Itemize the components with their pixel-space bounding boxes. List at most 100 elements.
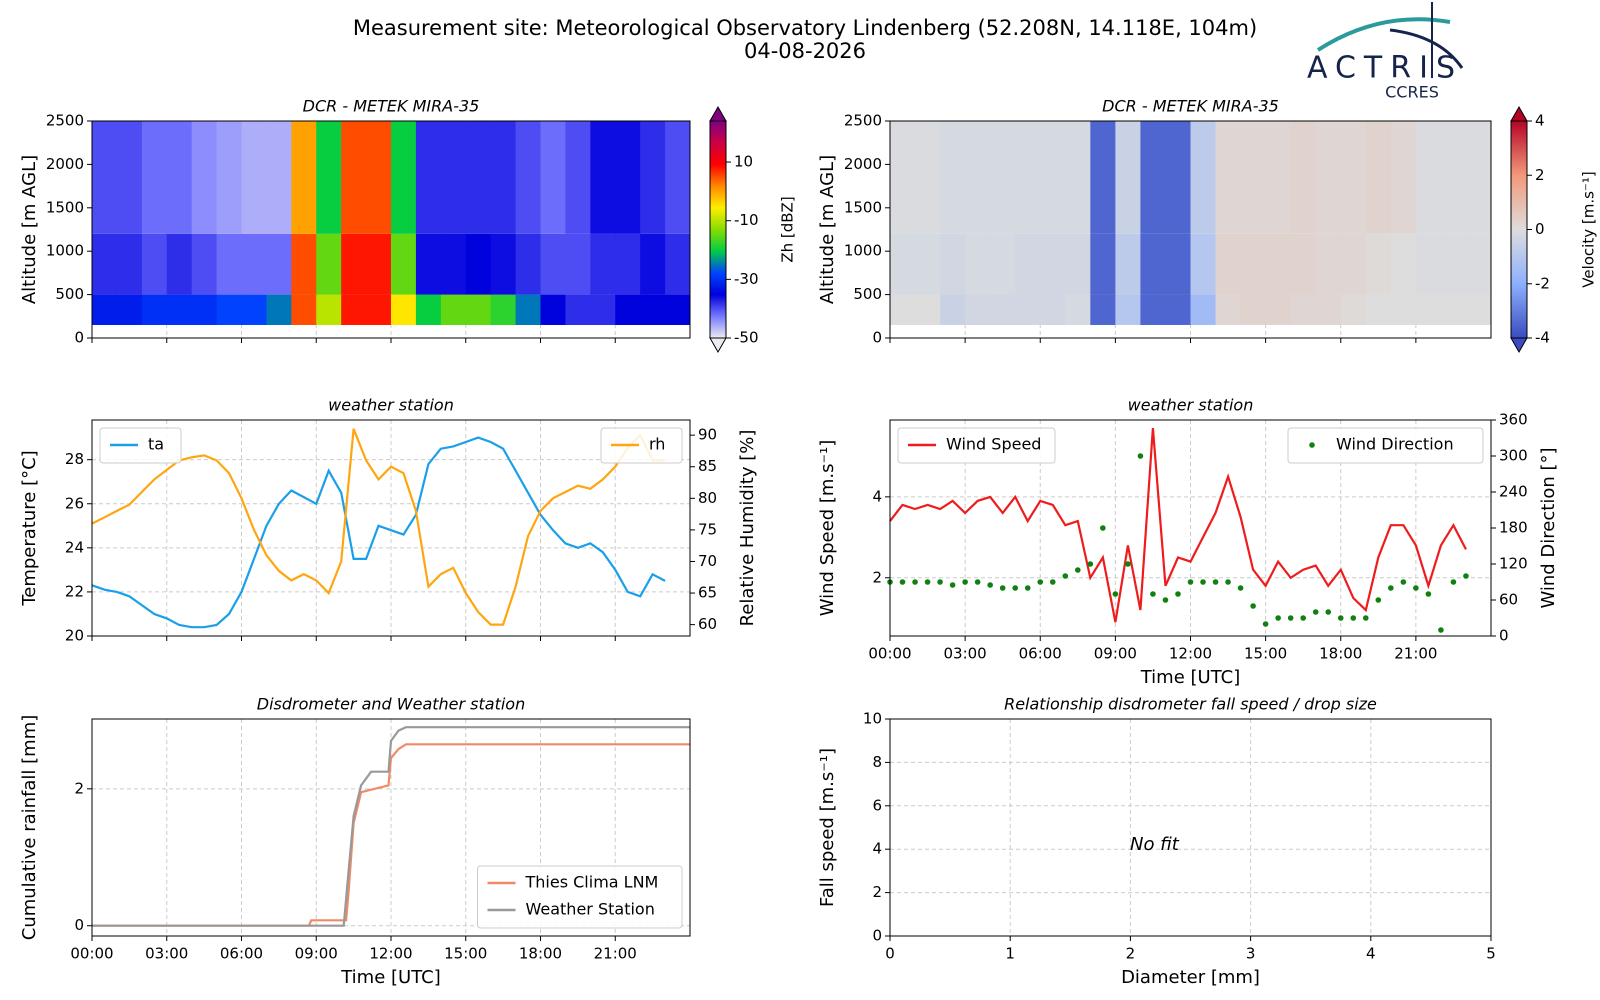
legend: Wind Speed bbox=[897, 427, 1056, 464]
heatmap-cell bbox=[490, 121, 517, 234]
marker bbox=[949, 582, 956, 588]
colorbar-tick-label: 10 bbox=[734, 153, 753, 171]
panel-title: Relationship disdrometer fall speed / dr… bbox=[1004, 695, 1377, 714]
y-tick-label: 0 bbox=[74, 916, 84, 934]
heatmap-cell bbox=[266, 233, 292, 295]
panel: weather station2406012018024030036000:00… bbox=[817, 396, 1559, 689]
heatmap-cell bbox=[1415, 233, 1442, 295]
heatmap-cell bbox=[291, 233, 317, 295]
x-tick-label: 21:00 bbox=[1394, 645, 1437, 663]
heatmap-cell bbox=[465, 294, 492, 325]
marker bbox=[962, 579, 968, 585]
heatmap-cell bbox=[1465, 233, 1492, 295]
heatmap-cell bbox=[366, 233, 392, 295]
heatmap-cell bbox=[440, 233, 467, 295]
heatmap-cell bbox=[540, 233, 566, 295]
heatmap-cell bbox=[1465, 294, 1492, 325]
heatmap-cell bbox=[1390, 233, 1417, 295]
y-axis-label: Fall speed [m.s⁻¹] bbox=[817, 748, 838, 907]
heatmap-cell bbox=[316, 294, 342, 325]
heatmap-cell bbox=[1215, 294, 1242, 325]
heatmap-cell bbox=[615, 294, 641, 325]
heatmap-cell bbox=[1390, 294, 1417, 325]
axes-frame bbox=[889, 718, 1492, 937]
heatmap-cell bbox=[1015, 294, 1041, 325]
line bbox=[92, 726, 690, 927]
heatmap-cell bbox=[415, 294, 442, 325]
heatmap-cell bbox=[216, 294, 242, 325]
heatmap-cell bbox=[1190, 233, 1217, 295]
heatmap-cell bbox=[1090, 233, 1116, 295]
y-axis-label: Wind Speed [m.s⁻¹] bbox=[817, 440, 838, 617]
heatmap-cell bbox=[141, 121, 168, 234]
y2-tick-label: 65 bbox=[698, 584, 717, 602]
heatmap-cell bbox=[291, 294, 317, 325]
legend: Thies Clima LNM Weather Station bbox=[477, 865, 683, 929]
x-axis-label: Time [UTC] bbox=[340, 967, 441, 988]
heatmap-cell bbox=[241, 121, 267, 234]
x-tick-label: 5 bbox=[1486, 945, 1496, 963]
heatmap-cell bbox=[1290, 294, 1317, 325]
heatmap-cell bbox=[915, 233, 941, 295]
marker bbox=[1287, 615, 1294, 621]
axes-frame bbox=[889, 120, 1492, 339]
heatmap-cell bbox=[590, 294, 616, 325]
marker bbox=[1312, 609, 1319, 615]
x-tick-label: 18:00 bbox=[1319, 645, 1362, 663]
marker bbox=[1187, 579, 1194, 585]
marker bbox=[1450, 579, 1457, 585]
y-tick-label: 1500 bbox=[844, 198, 882, 216]
axes-frame bbox=[889, 419, 1492, 637]
heatmap-cell bbox=[1065, 294, 1091, 325]
heatmap-cell bbox=[1415, 294, 1442, 325]
x-tick-label: 09:00 bbox=[1094, 645, 1137, 663]
heatmap-cell bbox=[1415, 121, 1442, 234]
heatmap-cell bbox=[291, 121, 317, 234]
heatmap-cell bbox=[665, 233, 691, 295]
marker bbox=[1325, 609, 1332, 615]
heatmap-cell bbox=[940, 294, 966, 325]
heatmap-cell bbox=[990, 233, 1016, 295]
y-tick-label: 2000 bbox=[844, 155, 882, 173]
heatmap-cell bbox=[216, 121, 242, 234]
y-tick-label: 24 bbox=[65, 538, 84, 556]
heatmap-cell bbox=[440, 121, 467, 234]
heatmap-cell bbox=[615, 121, 641, 234]
heatmap-cell bbox=[216, 233, 242, 295]
marker bbox=[1125, 561, 1131, 567]
line bbox=[91, 428, 666, 626]
heatmap-cell bbox=[490, 233, 517, 295]
x-tick-label: 03:00 bbox=[145, 945, 188, 963]
marker bbox=[1150, 591, 1156, 597]
y-tick-label: 0 bbox=[74, 329, 84, 347]
heatmap-cell bbox=[141, 294, 168, 325]
heatmap-cell bbox=[1315, 121, 1342, 234]
x-tick-label: 15:00 bbox=[444, 945, 487, 963]
colorbar-extend bbox=[709, 105, 727, 122]
legend: ta bbox=[99, 427, 182, 464]
heatmap-cell bbox=[1365, 294, 1392, 325]
marker bbox=[1162, 597, 1169, 603]
line bbox=[92, 743, 690, 927]
legend: Wind Direction bbox=[1287, 427, 1484, 464]
annotation: No fit bbox=[1130, 834, 1180, 855]
x-tick-label: 21:00 bbox=[594, 945, 637, 963]
y-tick-label: 500 bbox=[55, 285, 84, 303]
y-tick-label: 2500 bbox=[844, 112, 882, 130]
legend-marker bbox=[1309, 442, 1315, 448]
heatmap-cell bbox=[1365, 233, 1392, 295]
legend-label: Thies Clima LNM bbox=[525, 873, 659, 892]
heatmap-cell bbox=[965, 233, 991, 295]
marker bbox=[924, 579, 931, 585]
marker bbox=[1400, 579, 1407, 585]
heatmap-cell bbox=[515, 294, 541, 325]
heatmap-cell bbox=[1440, 121, 1467, 234]
marker bbox=[1375, 597, 1382, 603]
marker bbox=[1112, 591, 1119, 597]
heatmap-cell bbox=[990, 294, 1016, 325]
heatmap-cell bbox=[990, 121, 1016, 234]
y2-tick-label: 75 bbox=[698, 520, 717, 538]
heatmap-cell bbox=[1065, 233, 1091, 295]
logo-arc bbox=[1316, 17, 1451, 52]
